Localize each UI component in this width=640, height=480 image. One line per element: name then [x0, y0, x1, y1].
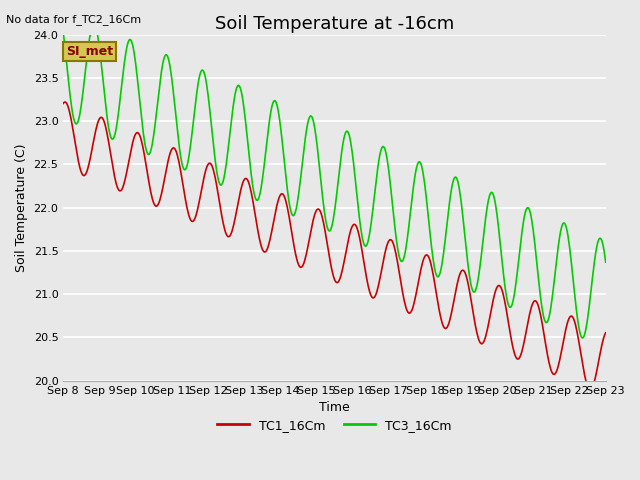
TC3_16Cm [579, 335, 586, 341]
TC1_16Cm [61, 99, 68, 105]
TC3_16Cm [209, 142, 217, 148]
Line: TC1_16Cm: TC1_16Cm [63, 102, 605, 390]
Title: Soil Temperature at -16cm: Soil Temperature at -16cm [215, 15, 454, 33]
Text: No data for f_TC2_16Cm: No data for f_TC2_16Cm [6, 14, 141, 25]
TC3_16Cm [417, 161, 425, 167]
TC1_16Cm [126, 154, 134, 159]
TC1_16Cm [401, 301, 409, 307]
X-axis label: Time: Time [319, 401, 350, 414]
TC1_16Cm [181, 192, 189, 198]
Legend: TC1_16Cm, TC3_16Cm: TC1_16Cm, TC3_16Cm [212, 414, 456, 437]
Y-axis label: Soil Temperature (C): Soil Temperature (C) [15, 144, 28, 272]
TC3_16Cm [602, 259, 609, 265]
Text: SI_met: SI_met [66, 45, 113, 58]
TC3_16Cm [126, 36, 134, 42]
TC3_16Cm [181, 167, 189, 173]
TC1_16Cm [70, 132, 77, 138]
TC3_16Cm [69, 113, 77, 119]
TC1_16Cm [586, 387, 594, 393]
TC3_16Cm [90, 22, 97, 27]
TC3_16Cm [60, 30, 67, 36]
TC1_16Cm [417, 266, 425, 272]
TC3_16Cm [401, 250, 409, 256]
TC1_16Cm [602, 330, 609, 336]
TC1_16Cm [209, 167, 217, 173]
Line: TC3_16Cm: TC3_16Cm [63, 24, 605, 338]
TC1_16Cm [60, 100, 67, 106]
